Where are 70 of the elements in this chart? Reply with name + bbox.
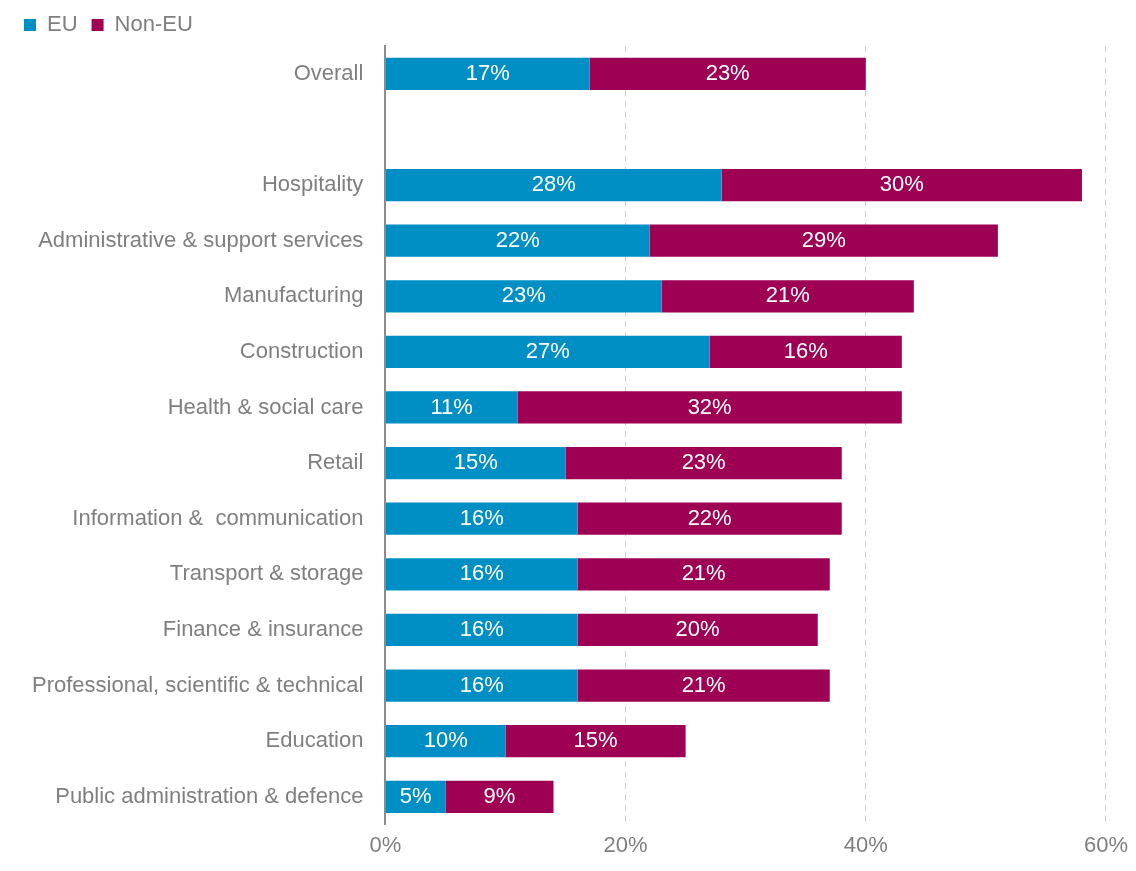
y-tick-label: Education	[265, 727, 364, 753]
data-label: 16%	[459, 616, 504, 642]
bar	[445, 780, 554, 813]
bar	[709, 335, 902, 369]
data-label: 16%	[783, 337, 828, 363]
bar	[385, 224, 650, 257]
data-label: 23%	[681, 449, 726, 475]
data-label: 28%	[531, 171, 576, 197]
bar	[385, 280, 662, 313]
data-label: 15%	[453, 449, 498, 475]
data-label: 11%	[430, 393, 473, 419]
data-label: 21%	[765, 282, 810, 308]
data-label: 21%	[681, 671, 726, 697]
legend-label: Non-EU	[114, 11, 193, 37]
bar	[385, 502, 578, 535]
bar	[577, 613, 818, 647]
bar	[565, 446, 842, 480]
y-tick-label: Information & communication	[72, 504, 364, 530]
legend-label: EU	[47, 11, 78, 37]
x-tick-label: 20%	[603, 831, 648, 857]
bar	[385, 446, 566, 480]
y-tick-label: Public administration & defence	[55, 782, 364, 808]
data-label: 17%	[465, 59, 510, 85]
bar	[589, 57, 866, 90]
bar	[577, 558, 830, 591]
y-tick-label: Manufacturing	[223, 282, 364, 308]
y-tick-label: Construction	[239, 337, 364, 363]
y-tick-label: Professional, scientific & technical	[32, 671, 364, 697]
bar	[577, 502, 842, 535]
bar	[661, 280, 914, 313]
bar	[505, 725, 686, 758]
x-tick-label: 60%	[1083, 831, 1129, 857]
bar	[385, 613, 578, 647]
data-label: 15%	[573, 727, 618, 753]
data-label: 22%	[495, 226, 540, 252]
data-label: 27%	[525, 337, 570, 363]
bar	[385, 168, 722, 202]
bar	[517, 391, 902, 424]
bar	[385, 725, 506, 758]
data-label: 23%	[705, 59, 750, 85]
x-tick-label: 0%	[369, 831, 402, 857]
data-label: 32%	[687, 393, 732, 419]
data-label: 30%	[879, 171, 924, 197]
data-label: 16%	[459, 671, 504, 697]
data-label: 21%	[681, 560, 726, 586]
bar	[721, 168, 1082, 202]
bar	[385, 57, 590, 90]
data-label: 23%	[501, 282, 546, 308]
data-label: 22%	[687, 504, 732, 530]
bar	[385, 335, 710, 369]
y-tick-label: Hospitality	[261, 171, 364, 197]
data-label: 5%	[399, 782, 432, 808]
y-tick-label: Finance & insurance	[162, 616, 364, 642]
y-tick-label: Health & social care	[167, 393, 364, 419]
y-tick-label: Retail	[307, 449, 364, 475]
bar	[649, 224, 998, 257]
y-tick-label: Overall	[293, 59, 364, 85]
x-tick-label: 40%	[843, 831, 888, 857]
y-tick-label: Transport & storage	[169, 560, 364, 586]
data-label: 16%	[459, 560, 504, 586]
data-label: 29%	[801, 226, 846, 252]
data-label: 10%	[423, 727, 468, 753]
bar	[385, 558, 578, 591]
bar	[577, 669, 830, 702]
data-label: 16%	[459, 504, 504, 530]
bar	[385, 669, 578, 702]
data-label: 20%	[675, 616, 720, 642]
bar	[385, 391, 518, 424]
data-label: 9%	[483, 782, 516, 808]
y-tick-label: Administrative & support services	[38, 226, 364, 252]
